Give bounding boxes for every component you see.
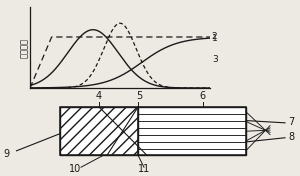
Bar <box>138 107 246 155</box>
Text: 11: 11 <box>138 164 150 174</box>
Text: 2: 2 <box>212 33 218 42</box>
Text: 1: 1 <box>212 34 218 43</box>
Text: 7: 7 <box>288 117 294 127</box>
Text: 9: 9 <box>3 149 9 159</box>
Bar <box>60 107 246 155</box>
Text: 6: 6 <box>200 91 206 101</box>
Text: 3: 3 <box>212 55 218 64</box>
Text: 5: 5 <box>136 91 143 101</box>
Text: 4: 4 <box>96 91 102 101</box>
Text: 8: 8 <box>288 132 294 142</box>
Text: 10: 10 <box>69 164 81 174</box>
Y-axis label: 沉积温度: 沉积温度 <box>20 37 28 58</box>
Bar <box>60 107 138 155</box>
